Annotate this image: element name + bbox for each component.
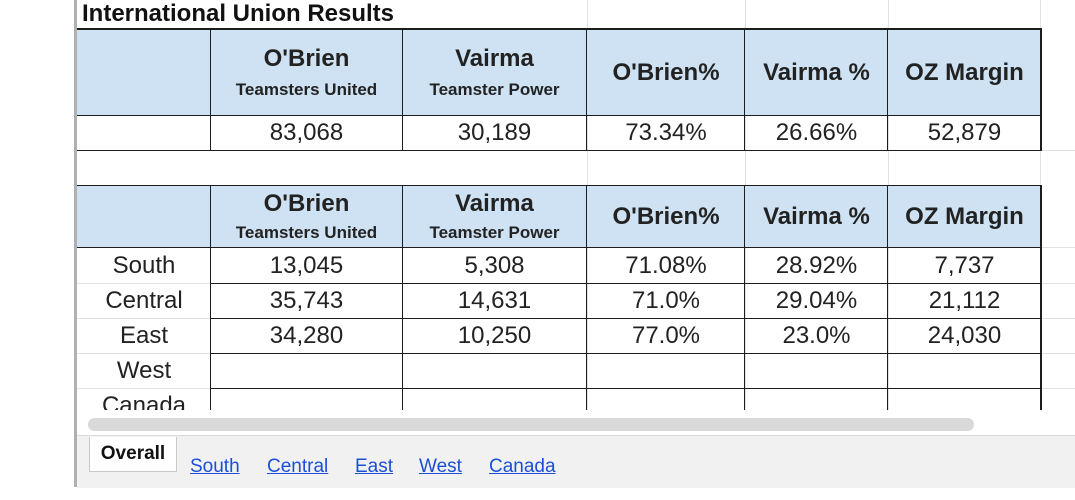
tab-link-west[interactable]: West — [419, 456, 462, 477]
header-obrien[interactable]: O'Brien Teamsters United — [211, 30, 402, 115]
header-obrien[interactable]: O'Brien Teamsters United — [211, 186, 402, 247]
header-margin[interactable]: OZ Margin — [905, 202, 1024, 230]
region-margin[interactable]: 24,030 — [927, 322, 1002, 349]
slate-name: Teamster Power — [429, 222, 560, 242]
overall-vairma-pct[interactable]: 26.66% — [775, 119, 858, 146]
candidate-name: O'Brien — [263, 44, 350, 72]
table-border — [744, 29, 745, 151]
region-vairma[interactable] — [402, 354, 587, 388]
table-border — [1040, 185, 1042, 410]
region-obrien[interactable]: 34,280 — [269, 322, 344, 349]
region-vairma-pct[interactable] — [745, 354, 888, 388]
region-name[interactable]: Central — [105, 287, 183, 314]
region-obrien[interactable] — [211, 354, 402, 388]
candidate-name: Vairma — [455, 189, 534, 217]
slate-name: Teamsters United — [235, 79, 378, 99]
region-obrien-pct[interactable]: 77.0% — [631, 322, 701, 349]
table-border — [1040, 29, 1042, 151]
header-margin[interactable]: OZ Margin — [905, 58, 1024, 86]
region-obrien-pct[interactable] — [587, 354, 745, 388]
horizontal-scrollbar[interactable] — [88, 418, 974, 431]
table-border — [402, 185, 403, 410]
region-vairma-pct[interactable]: 29.04% — [775, 287, 858, 314]
header-vairma[interactable]: Vairma Teamster Power — [402, 30, 587, 115]
overall-obrien[interactable]: 83,068 — [269, 119, 344, 146]
region-name[interactable]: Canada — [101, 392, 187, 410]
region-obrien[interactable]: 13,045 — [269, 251, 344, 279]
table-border — [210, 388, 1042, 389]
tab-overall[interactable]: Overall — [89, 437, 177, 472]
overall-vairma[interactable]: 30,189 — [457, 119, 532, 146]
candidate-name: Vairma — [455, 44, 534, 72]
tab-link-canada[interactable]: Canada — [489, 456, 556, 477]
region-obrien-pct[interactable]: 71.0% — [631, 287, 701, 314]
tab-link-east[interactable]: East — [355, 456, 394, 477]
table-border — [210, 185, 211, 410]
header-vairma[interactable]: Vairma Teamster Power — [402, 186, 587, 247]
table-border — [210, 318, 1042, 319]
table-border — [77, 185, 1042, 186]
region-name[interactable]: East — [119, 322, 169, 349]
table-border — [586, 29, 587, 151]
row-header-edge — [74, 0, 77, 487]
region-vairma-pct[interactable]: 28.92% — [775, 251, 858, 279]
header-fill — [77, 186, 1041, 247]
header-obrien-pct[interactable]: O'Brien% — [612, 202, 720, 230]
region-obrien[interactable]: 35,743 — [269, 287, 344, 314]
header-vairma-pct[interactable]: Vairma % — [763, 202, 870, 230]
table-border — [210, 283, 1042, 284]
region-vairma-pct[interactable]: 23.0% — [782, 322, 851, 349]
spreadsheet-grid[interactable]: International Union Results O'Brien Team… — [77, 0, 1075, 410]
region-vairma[interactable]: 14,631 — [457, 287, 532, 314]
table-border — [887, 185, 888, 410]
region-name[interactable]: West — [116, 357, 172, 384]
table-border — [77, 28, 1042, 30]
header-vairma-pct[interactable]: Vairma % — [763, 58, 870, 86]
table-border — [210, 353, 1042, 354]
tab-link-south[interactable]: South — [190, 456, 240, 477]
candidate-name: O'Brien — [263, 189, 350, 217]
header-obrien-pct[interactable]: O'Brien% — [612, 58, 720, 86]
table-border — [77, 150, 1042, 151]
region-margin[interactable] — [888, 389, 1041, 410]
region-vairma[interactable] — [402, 389, 587, 410]
table-border — [887, 29, 888, 151]
table-border — [586, 185, 587, 410]
region-margin[interactable]: 21,112 — [928, 287, 1001, 314]
overall-margin[interactable]: 52,879 — [927, 119, 1002, 146]
overall-obrien-pct[interactable]: 73.34% — [625, 119, 707, 146]
header-fill — [77, 30, 1041, 115]
region-vairma-pct[interactable] — [745, 389, 888, 410]
region-name[interactable]: South — [112, 251, 176, 279]
table-border — [402, 29, 403, 151]
region-obrien-pct[interactable] — [587, 389, 745, 410]
table-border — [744, 185, 745, 410]
sheet-title: International Union Results — [82, 0, 395, 27]
sheet-tab-bar — [77, 435, 1075, 488]
table-border — [77, 115, 1042, 116]
region-obrien-pct[interactable]: 71.08% — [625, 251, 707, 279]
tab-link-central[interactable]: Central — [267, 456, 329, 477]
region-vairma[interactable]: 10,250 — [457, 322, 532, 349]
region-margin[interactable]: 7,737 — [934, 251, 995, 279]
region-obrien[interactable] — [211, 389, 402, 410]
region-margin[interactable] — [888, 354, 1041, 388]
table-border — [77, 247, 1042, 248]
table-border — [210, 29, 211, 151]
slate-name: Teamsters United — [235, 222, 378, 242]
region-vairma[interactable]: 5,308 — [464, 251, 525, 279]
slate-name: Teamster Power — [429, 79, 560, 99]
